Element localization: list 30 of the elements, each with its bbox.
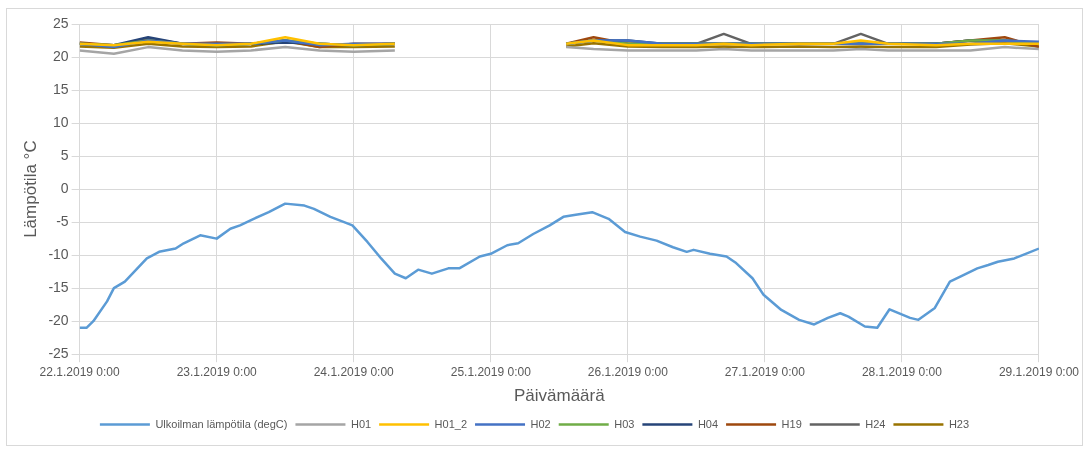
- y-tick-label: -25: [48, 345, 69, 362]
- x-axis-title: Päivämäärä: [513, 386, 606, 406]
- x-tick-label: 23.1.2019 0:00: [176, 364, 258, 379]
- x-tick-label: 28.1.2019 0:00: [861, 364, 943, 379]
- y-tick-label: -5: [56, 212, 69, 229]
- x-tick-label: 26.1.2019 0:00: [587, 364, 669, 379]
- x-tick-label: 24.1.2019 0:00: [313, 364, 395, 379]
- x-tick-label: 29.1.2019 0:00: [998, 364, 1080, 379]
- legend-label: H19: [781, 417, 802, 430]
- legend-label: H02: [530, 417, 551, 430]
- legend-label: Ulkoilman lämpötila (degC): [155, 417, 288, 430]
- y-tick-label: 5: [60, 146, 69, 163]
- legend-label: H23: [948, 417, 970, 430]
- y-tick-label: -20: [48, 312, 69, 329]
- x-tick-label: 25.1.2019 0:00: [450, 364, 532, 379]
- x-tick-label: 22.1.2019 0:00: [39, 364, 120, 379]
- y-tick-label: 20: [53, 47, 69, 64]
- legend-label: H03: [614, 417, 635, 430]
- y-tick-label: 0: [60, 179, 69, 196]
- y-tick-label: -10: [48, 246, 69, 262]
- legend-label: H01: [350, 417, 372, 430]
- legend-label: H24: [865, 417, 886, 430]
- y-axis-title: Lämpötila °C: [20, 140, 40, 238]
- y-tick-label: 15: [53, 80, 69, 97]
- x-tick-label: 27.1.2019 0:00: [724, 364, 806, 379]
- legend-label: H01_2: [434, 417, 468, 430]
- y-tick-label: -15: [48, 279, 69, 296]
- y-tick-label: 25: [53, 14, 69, 31]
- legend-label: H04: [697, 417, 719, 430]
- y-tick-label: 10: [53, 113, 69, 130]
